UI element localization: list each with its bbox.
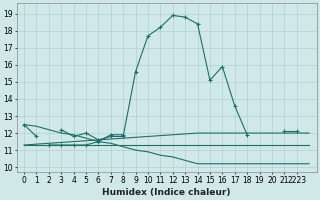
X-axis label: Humidex (Indice chaleur): Humidex (Indice chaleur) [102, 188, 231, 197]
